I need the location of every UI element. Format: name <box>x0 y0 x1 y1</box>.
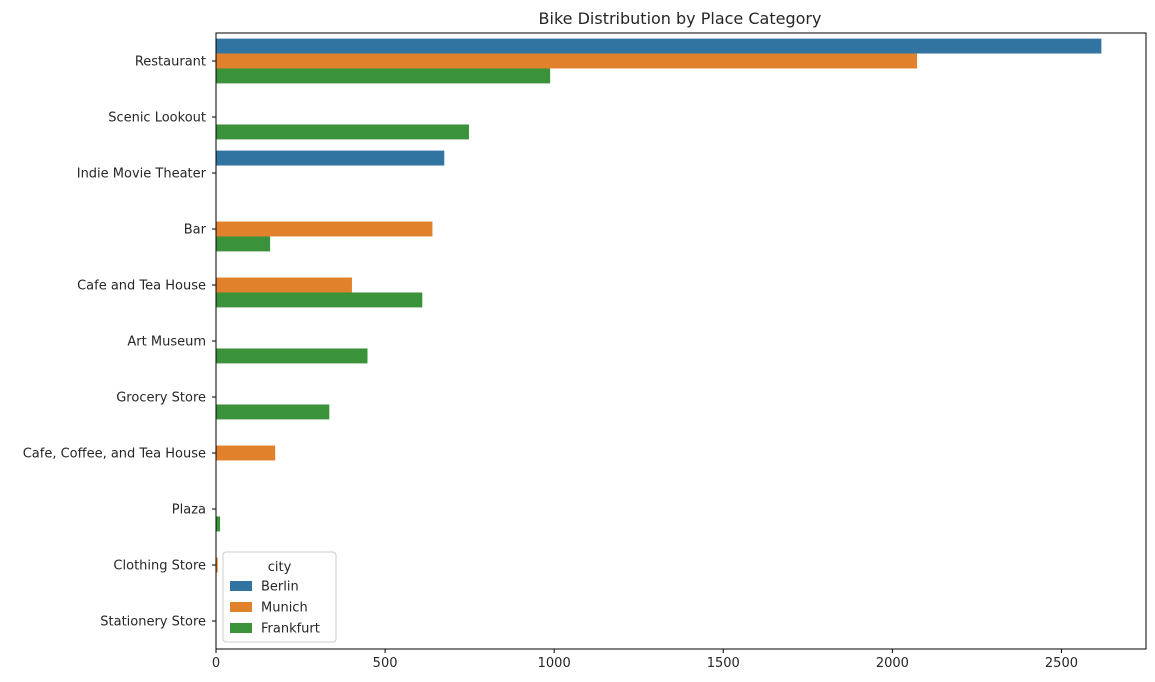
plot-border <box>215 32 1147 650</box>
x-tick-label-1500: 1500 <box>707 656 740 671</box>
y-axis-ticks: Restaurant Scenic Lookout Indie Movie Thea… <box>23 55 216 630</box>
x-tick-label-1000: 1000 <box>538 656 571 671</box>
y-tick-label-bar: Bar <box>184 223 207 238</box>
bar-berlin-indie-movie-theater <box>216 150 445 166</box>
bar-munich-cafe-coffee-and-tea-house <box>216 445 276 461</box>
bar-frankfurt-cafe-and-tea-house <box>216 292 423 308</box>
legend-title: city <box>268 560 292 575</box>
y-tick-label-grocery-store: Grocery Store <box>116 391 206 406</box>
legend-label-munich: Munich <box>261 601 308 616</box>
x-tick-label-2500: 2500 <box>1045 656 1078 671</box>
bar-frankfurt-grocery-store <box>216 404 330 420</box>
legend: city Berlin Munich Frankfurt <box>222 551 337 643</box>
bar-munich-bar <box>216 221 433 237</box>
bar-frankfurt-restaurant <box>216 68 551 84</box>
legend-box <box>222 551 337 643</box>
y-tick-label-stationery-store: Stationery Store <box>100 615 206 630</box>
bar-frankfurt-bar <box>216 236 271 252</box>
y-tick-label-cafe-coffee-and-tea-house: Cafe, Coffee, and Tea House <box>23 447 206 462</box>
bar-munich-clothing-store <box>216 557 218 573</box>
bar-frankfurt-plaza <box>216 516 221 532</box>
bars-layer <box>216 38 1102 573</box>
x-tick-label-0: 0 <box>212 656 220 671</box>
chart-title: Bike Distribution by Place Category <box>539 9 822 28</box>
x-tick-label-500: 500 <box>373 656 398 671</box>
plot-frame <box>215 32 1147 650</box>
y-tick-label-scenic-lookout: Scenic Lookout <box>108 111 206 126</box>
bar-frankfurt-art-museum <box>216 348 368 364</box>
y-tick-label-indie-movie-theater: Indie Movie Theater <box>77 167 207 182</box>
legend-swatch-frankfurt <box>230 623 252 633</box>
legend-label-berlin: Berlin <box>261 580 299 595</box>
legend-swatch-munich <box>230 602 252 612</box>
legend-label-frankfurt: Frankfurt <box>261 622 320 637</box>
y-tick-label-plaza: Plaza <box>172 503 206 518</box>
y-tick-label-clothing-store: Clothing Store <box>113 559 206 574</box>
bar-munich-cafe-and-tea-house <box>216 277 352 293</box>
x-axis-ticks: 0 500 1000 1500 2000 2500 <box>212 649 1078 671</box>
bar-berlin-restaurant <box>216 38 1102 54</box>
bar-munich-restaurant <box>216 53 918 69</box>
bar-frankfurt-scenic-lookout <box>216 124 469 140</box>
y-tick-label-art-museum: Art Museum <box>127 335 206 350</box>
y-tick-label-restaurant: Restaurant <box>135 55 206 70</box>
legend-swatch-berlin <box>230 581 252 591</box>
x-tick-label-2000: 2000 <box>876 656 909 671</box>
y-tick-label-cafe-and-tea-house: Cafe and Tea House <box>77 279 206 294</box>
